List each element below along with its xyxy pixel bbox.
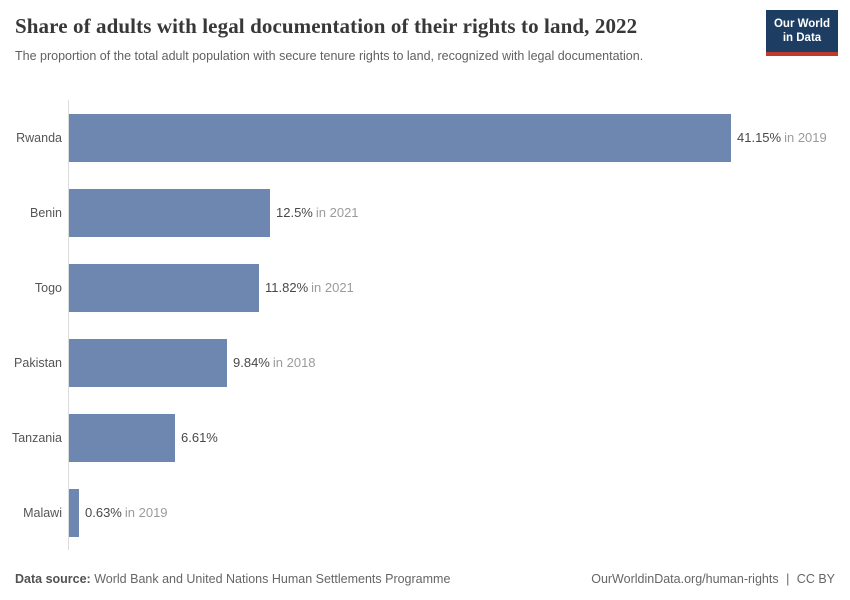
chart-subtitle: The proportion of the total adult popula…: [15, 49, 644, 63]
value-year: in 2019: [124, 505, 168, 520]
value-percent: 41.15%: [737, 130, 782, 145]
country-label-tanzania[interactable]: Tanzania: [11, 430, 62, 445]
value-label: 12.5% in 2021: [276, 205, 359, 220]
value-label: 9.84% in 2018: [233, 355, 316, 370]
bar-row: Pakistan 9.84% in 2018: [0, 325, 850, 400]
bar-row: Tanzania 6.61%: [0, 400, 850, 475]
bar-benin[interactable]: [69, 188, 270, 237]
country-label-pakistan[interactable]: Pakistan: [14, 355, 62, 370]
country-label-malawi[interactable]: Malawi: [23, 505, 62, 520]
data-source-value: World Bank and United Nations Human Sett…: [94, 572, 451, 586]
value-percent: 12.5%: [276, 205, 313, 220]
value-percent: 6.61%: [181, 430, 218, 445]
value-percent: 11.82%: [265, 280, 309, 295]
bar-wrap: 11.82% in 2021: [69, 263, 354, 312]
value-year: in 2021: [315, 205, 359, 220]
country-label-rwanda[interactable]: Rwanda: [16, 130, 62, 145]
value-year: in 2019: [784, 130, 827, 145]
country-label-togo[interactable]: Togo: [34, 280, 62, 295]
bar-wrap: 9.84% in 2018: [69, 338, 316, 387]
bar-chart: Rwanda 41.15% in 2019 Benin 12.5% in 2021 Togo…: [0, 100, 850, 550]
value-label: 0.63% in 2019: [85, 505, 168, 520]
value-year: in 2018: [272, 355, 316, 370]
bar-wrap: 12.5% in 2021: [69, 188, 359, 237]
value-label: 6.61%: [181, 430, 218, 445]
owid-logo-line1: Our World: [773, 18, 830, 30]
data-source: Data source: World Bank and United Natio…: [15, 572, 450, 586]
page-title: Share of adults with legal documentation…: [15, 14, 638, 38]
bar-wrap: 0.63% in 2019: [69, 488, 168, 537]
value-label: 11.82% in 2021: [265, 280, 354, 295]
chart-footer: Data source: World Bank and United Natio…: [15, 572, 835, 586]
bar-pakistan[interactable]: [69, 338, 227, 387]
bar-wrap: 6.61%: [69, 413, 218, 462]
data-source-label: Data source:: [15, 572, 91, 586]
bar-malawi[interactable]: [69, 488, 79, 537]
owid-logo: Our World in Data: [766, 10, 838, 56]
country-label-benin[interactable]: Benin: [30, 205, 62, 220]
bar-rows: Rwanda 41.15% in 2019 Benin 12.5% in 2021 Togo…: [0, 100, 850, 550]
bar-rwanda[interactable]: [69, 113, 731, 162]
bar-row: Malawi 0.63% in 2019: [0, 475, 850, 550]
bar-togo[interactable]: [69, 263, 259, 312]
value-percent: 0.63%: [85, 505, 122, 520]
bar-row: Benin 12.5% in 2021: [0, 175, 850, 250]
owid-logo-line2: in Data: [782, 32, 822, 45]
value-year: in 2021: [311, 280, 354, 295]
bar-tanzania[interactable]: [69, 413, 175, 462]
bar-row: Togo 11.82% in 2021: [0, 250, 850, 325]
license-label: CC BY: [796, 572, 835, 586]
owid-url-link[interactable]: OurWorldinData.org/human-rights: [591, 572, 779, 586]
chart-header: Share of adults with legal documentation…: [15, 10, 838, 66]
footer-credit: OurWorldinData.org/human-rights | CC BY: [591, 572, 835, 586]
y-axis-line: [68, 100, 69, 550]
value-label: 41.15% in 2019: [737, 130, 827, 145]
value-percent: 9.84%: [233, 355, 270, 370]
bar-wrap: 41.15% in 2019: [69, 113, 827, 162]
bar-row: Rwanda 41.15% in 2019: [0, 100, 850, 175]
footer-divider: |: [786, 572, 790, 586]
